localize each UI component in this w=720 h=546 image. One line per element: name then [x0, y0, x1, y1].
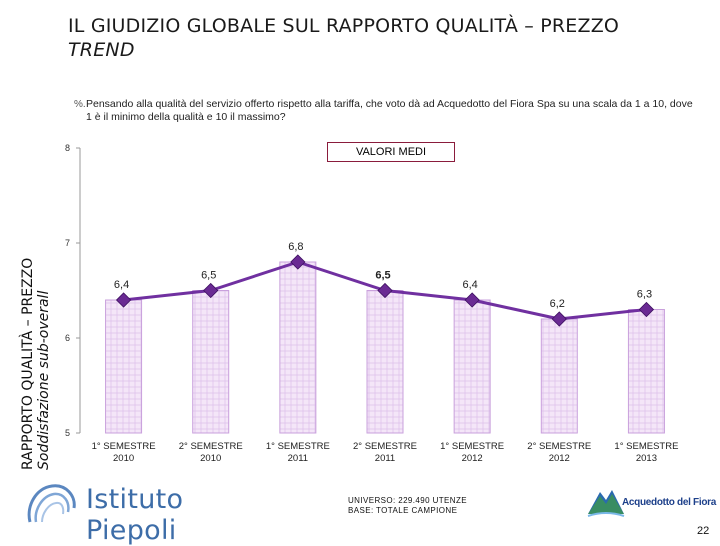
- universe-note: UNIVERSO: 229.490 UTENZE BASE: TOTALE CA…: [348, 496, 467, 516]
- logo-left-text: Istituto Piepoli: [86, 484, 282, 546]
- x-tick-label: 2° SEMESTRE: [527, 441, 591, 452]
- data-label: 6,5: [201, 270, 216, 282]
- universe-line2: BASE: TOTALE CAMPIONE: [348, 506, 467, 516]
- x-tick-label-year: 2011: [288, 453, 308, 464]
- x-tick-label-year: 2010: [113, 453, 134, 464]
- bar: [541, 319, 577, 433]
- y-tick-label: 8: [65, 143, 70, 153]
- data-label: 6,2: [550, 298, 565, 310]
- data-label: 6,4: [114, 279, 129, 291]
- bar: [367, 291, 403, 434]
- bar: [106, 300, 142, 433]
- data-label: 6,5: [375, 270, 390, 282]
- bar: [454, 300, 490, 433]
- logo-right-text: Acquedotto del Fiora: [622, 497, 716, 508]
- x-tick-label: 1° SEMESTRE: [440, 441, 504, 452]
- x-tick-label: 2° SEMESTRE: [179, 441, 243, 452]
- piepoli-swirl-icon: [22, 478, 82, 528]
- values-badge: VALORI MEDI: [327, 142, 455, 162]
- y-tick-label: 7: [65, 238, 70, 248]
- y-tick-label: 6: [65, 333, 70, 343]
- page-number: 22: [697, 525, 709, 537]
- bar: [628, 310, 664, 434]
- x-tick-label: 1° SEMESTRE: [266, 441, 330, 452]
- istituto-piepoli-logo: Istituto Piepoli: [22, 478, 282, 528]
- x-tick-label-year: 2012: [462, 453, 483, 464]
- data-label: 6,8: [288, 241, 303, 253]
- x-tick-label: 1° SEMESTRE: [614, 441, 678, 452]
- acquedotto-logo: Acquedotto del Fiora: [586, 482, 716, 522]
- x-tick-label-year: 2010: [200, 453, 221, 464]
- x-tick-label-year: 2011: [375, 453, 395, 464]
- data-label: 6,4: [462, 279, 477, 291]
- x-tick-label-year: 2013: [636, 453, 657, 464]
- x-tick-label-year: 2012: [549, 453, 570, 464]
- mountain-icon: [586, 482, 626, 522]
- x-tick-label: 1° SEMESTRE: [92, 441, 156, 452]
- data-label: 6,3: [637, 289, 652, 301]
- bar: [193, 291, 229, 434]
- bar: [280, 262, 316, 433]
- x-tick-label: 2° SEMESTRE: [353, 441, 417, 452]
- universe-line1: UNIVERSO: 229.490 UTENZE: [348, 496, 467, 506]
- y-tick-label: 5: [65, 428, 70, 438]
